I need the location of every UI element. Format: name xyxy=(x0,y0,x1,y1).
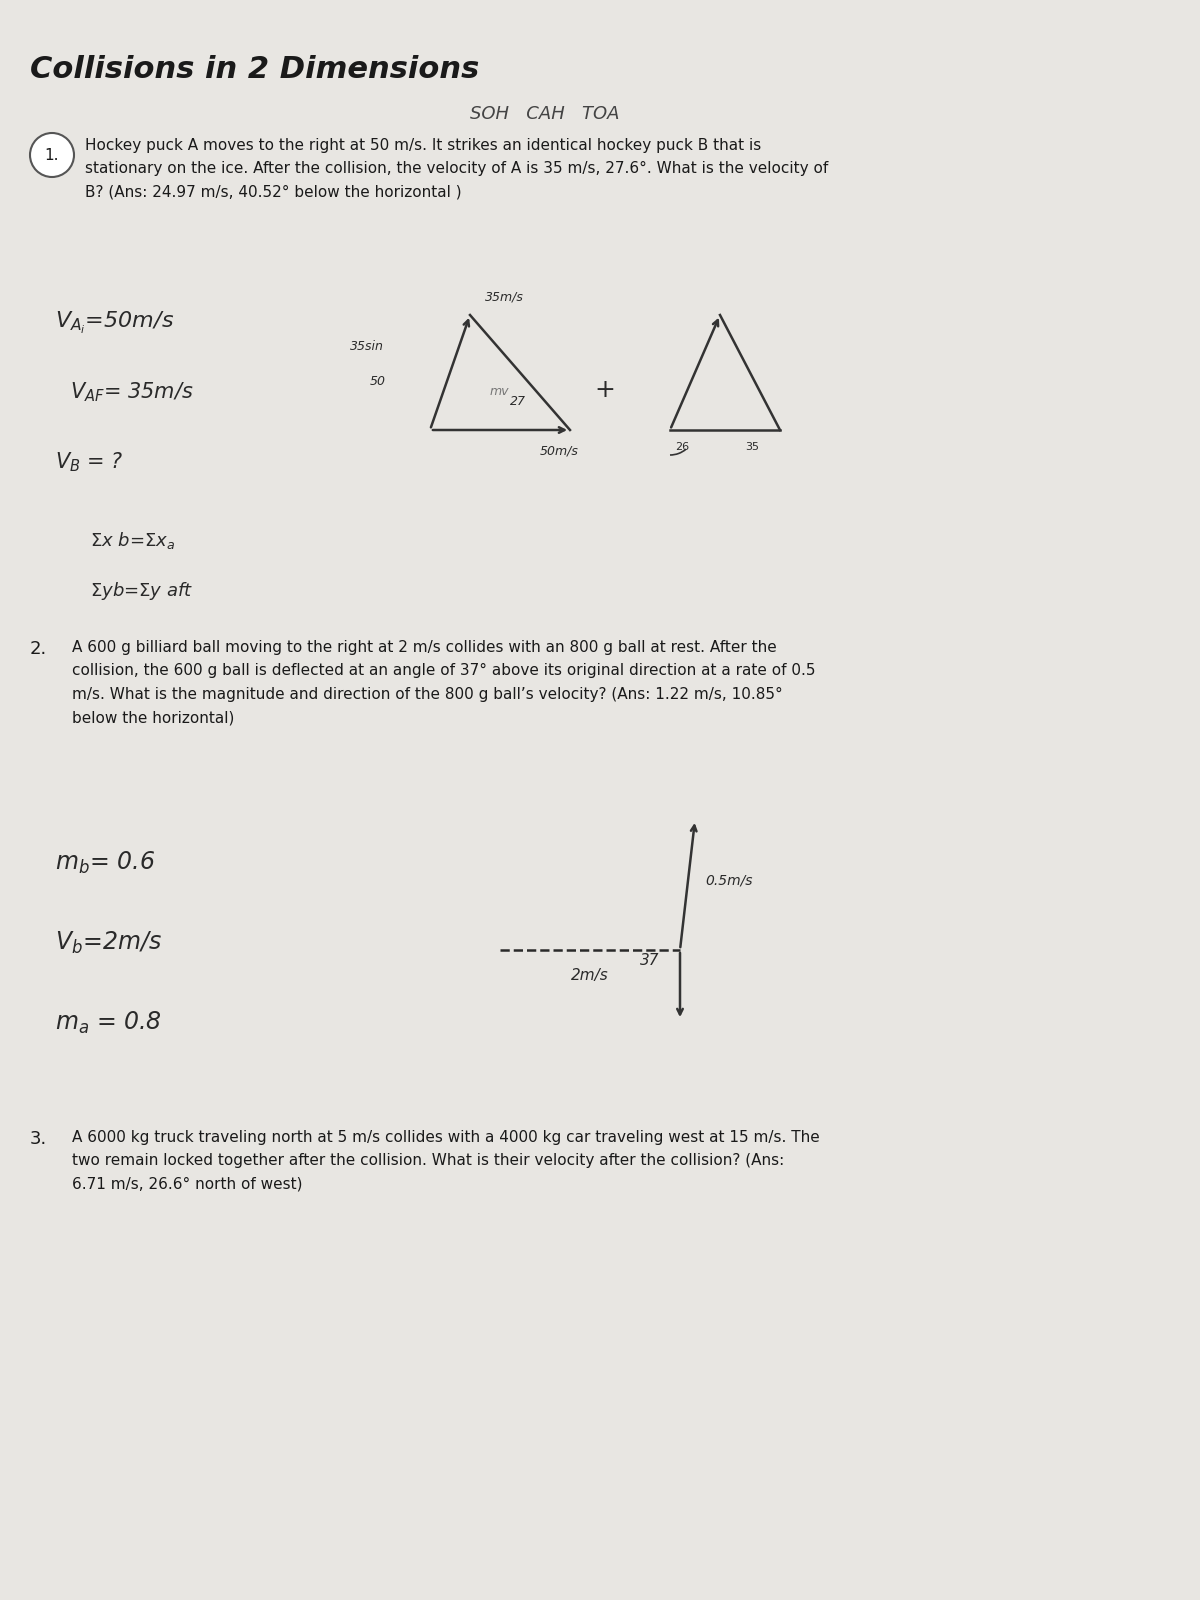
Text: 0.5m/s: 0.5m/s xyxy=(706,874,752,888)
Text: 50: 50 xyxy=(370,374,386,387)
Text: 3.: 3. xyxy=(30,1130,47,1149)
Text: 26: 26 xyxy=(674,442,689,451)
Text: 2.: 2. xyxy=(30,640,47,658)
Text: Hockey puck A moves to the right at 50 m/s. It strikes an identical hockey puck : Hockey puck A moves to the right at 50 m… xyxy=(85,138,828,200)
Text: 35: 35 xyxy=(745,442,760,451)
Circle shape xyxy=(30,133,74,178)
Text: 27: 27 xyxy=(510,395,526,408)
Text: $V_{AF}$= 35m/s: $V_{AF}$= 35m/s xyxy=(70,379,193,403)
Text: $m_b$= 0.6: $m_b$= 0.6 xyxy=(55,850,155,877)
Text: A 6000 kg truck traveling north at 5 m/s collides with a 4000 kg car traveling w: A 6000 kg truck traveling north at 5 m/s… xyxy=(72,1130,820,1192)
Text: mv: mv xyxy=(490,386,510,398)
Text: 35m/s: 35m/s xyxy=(485,290,524,302)
Text: $V_b$=2m/s: $V_b$=2m/s xyxy=(55,930,162,957)
Text: $\Sigma$yb=$\Sigma$y aft: $\Sigma$yb=$\Sigma$y aft xyxy=(90,579,193,602)
Text: 2m/s: 2m/s xyxy=(571,968,608,982)
Text: A 600 g billiard ball moving to the right at 2 m/s collides with an 800 g ball a: A 600 g billiard ball moving to the righ… xyxy=(72,640,816,725)
Text: $m_a$ = 0.8: $m_a$ = 0.8 xyxy=(55,1010,162,1037)
Text: $\Sigma$x b=$\Sigma$x$_a$: $\Sigma$x b=$\Sigma$x$_a$ xyxy=(90,530,175,550)
Text: 1.: 1. xyxy=(44,147,59,163)
Text: $V_B$ = ?: $V_B$ = ? xyxy=(55,450,124,474)
Text: SOH   CAH   TOA: SOH CAH TOA xyxy=(470,106,619,123)
Text: Collisions in 2 Dimensions: Collisions in 2 Dimensions xyxy=(30,54,479,83)
Text: 35sin: 35sin xyxy=(350,341,384,354)
Text: 50m/s: 50m/s xyxy=(540,445,578,458)
Text: $V_{A_i}$=50m/s: $V_{A_i}$=50m/s xyxy=(55,310,174,336)
Text: 37: 37 xyxy=(640,954,660,968)
Text: +: + xyxy=(594,378,616,402)
